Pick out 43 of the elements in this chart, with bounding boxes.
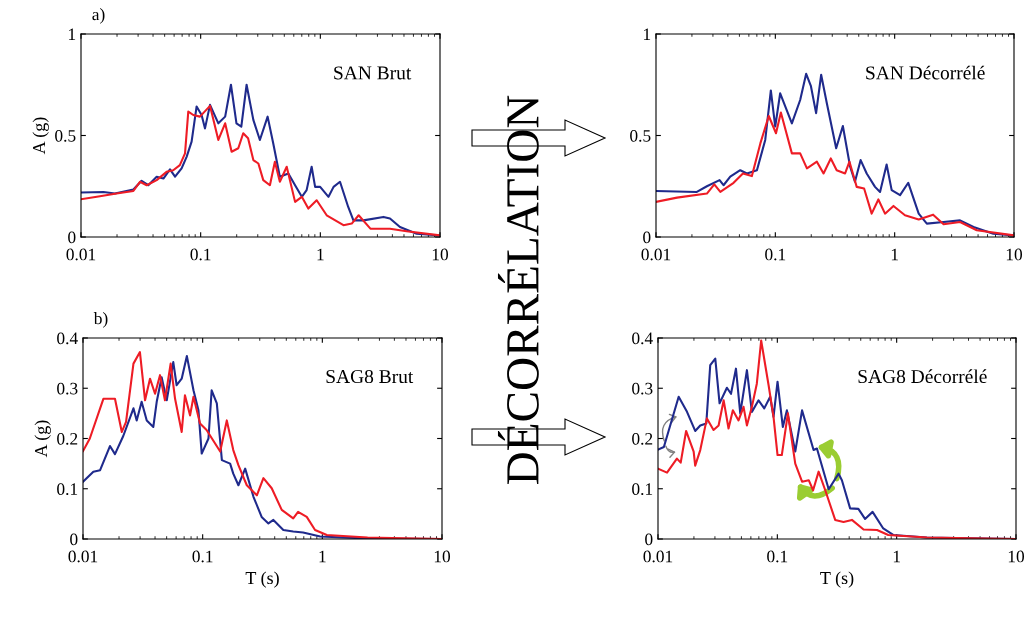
y-tick-label: 0.4 (57, 332, 78, 345)
x-tick-label: 10 (1006, 248, 1023, 261)
y-tick-label: 0 (68, 231, 76, 244)
y-tick-label: 0.1 (57, 483, 78, 496)
x-tick-label: 1 (319, 550, 326, 563)
y-tick-label: 0.3 (632, 382, 653, 395)
chart-title: b) (93, 312, 108, 328)
y-tick-label: 0.5 (630, 129, 651, 142)
x-tick-label: 0.1 (192, 550, 213, 563)
annotation: SAG8 Brut (326, 369, 414, 384)
x-axis-title: T (s) (820, 571, 854, 588)
x-tick-label: 0.01 (643, 550, 673, 563)
x-tick-label: 0.01 (66, 248, 96, 261)
x-tick-label: 0.1 (767, 550, 788, 563)
y-axis-title: A (g) (34, 420, 51, 458)
x-tick-label: 0.01 (68, 550, 98, 563)
annotation: SAN Brut (334, 66, 412, 80)
y-tick-label: 0.3 (57, 382, 78, 395)
annotation: SAN Décorrélé (866, 65, 985, 80)
chart-title: a) (92, 8, 105, 24)
y-tick-label: 0.5 (55, 129, 76, 142)
y-tick-label: 0.1 (632, 483, 653, 496)
y-tick-label: 0.2 (57, 432, 78, 445)
text: DÉCORRÉLATION (497, 95, 539, 485)
y-tick-label: 1 (68, 28, 76, 41)
x-tick-label: 10 (1008, 550, 1025, 563)
x-tick-label: 1 (317, 248, 324, 261)
y-tick-label: 0.2 (632, 432, 653, 445)
x-tick-label: 10 (432, 248, 449, 261)
y-tick-label: 0 (70, 533, 78, 546)
x-tick-label: 0.01 (641, 248, 671, 261)
y-tick-label: 0.4 (632, 332, 653, 345)
y-tick-label: 0 (643, 231, 651, 244)
x-tick-label: 1 (893, 550, 900, 563)
y-tick-label: 1 (643, 28, 651, 41)
y-tick-label: 0 (645, 533, 653, 546)
x-tick-label: 1 (891, 248, 898, 261)
x-tick-label: 10 (434, 550, 451, 563)
annotation: SAG8 Décorrélé (858, 369, 987, 384)
x-tick-label: 0.1 (765, 248, 786, 261)
x-axis-title: T (s) (245, 571, 279, 588)
x-tick-label: 0.1 (190, 248, 211, 261)
y-axis-title: A (g) (32, 117, 49, 155)
